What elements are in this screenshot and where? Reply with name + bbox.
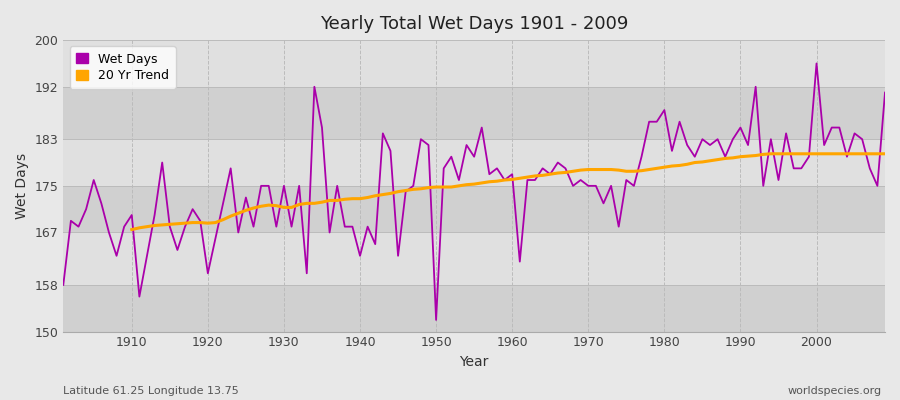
Bar bbox=[63, 40, 885, 87]
Y-axis label: Wet Days: Wet Days bbox=[15, 153, 29, 219]
Wet Days bbox=[811, 61, 822, 66]
Wet Days bbox=[515, 259, 526, 264]
20 Yr Trend bbox=[826, 151, 837, 156]
20 Yr Trend bbox=[515, 176, 526, 181]
Wet Days bbox=[58, 282, 68, 287]
Bar bbox=[63, 232, 885, 285]
20 Yr Trend bbox=[850, 151, 860, 156]
Title: Yearly Total Wet Days 1901 - 2009: Yearly Total Wet Days 1901 - 2009 bbox=[320, 15, 628, 33]
20 Yr Trend bbox=[126, 227, 137, 232]
Text: Latitude 61.25 Longitude 13.75: Latitude 61.25 Longitude 13.75 bbox=[63, 386, 238, 396]
20 Yr Trend bbox=[302, 201, 312, 206]
Wet Days bbox=[879, 90, 890, 95]
Wet Days bbox=[119, 224, 130, 229]
20 Yr Trend bbox=[879, 151, 890, 156]
Wet Days bbox=[332, 184, 343, 188]
Wet Days bbox=[606, 184, 616, 188]
20 Yr Trend bbox=[271, 203, 282, 208]
Bar bbox=[63, 139, 885, 186]
20 Yr Trend bbox=[575, 168, 586, 172]
Bar bbox=[63, 186, 885, 232]
20 Yr Trend bbox=[766, 151, 777, 156]
Wet Days bbox=[286, 224, 297, 229]
Bar bbox=[63, 87, 885, 139]
Bar bbox=[63, 285, 885, 332]
Line: 20 Yr Trend: 20 Yr Trend bbox=[131, 154, 885, 230]
Text: worldspecies.org: worldspecies.org bbox=[788, 386, 882, 396]
X-axis label: Year: Year bbox=[460, 355, 489, 369]
Wet Days bbox=[507, 172, 517, 176]
Wet Days bbox=[431, 318, 442, 322]
Legend: Wet Days, 20 Yr Trend: Wet Days, 20 Yr Trend bbox=[69, 46, 176, 89]
Line: Wet Days: Wet Days bbox=[63, 64, 885, 320]
